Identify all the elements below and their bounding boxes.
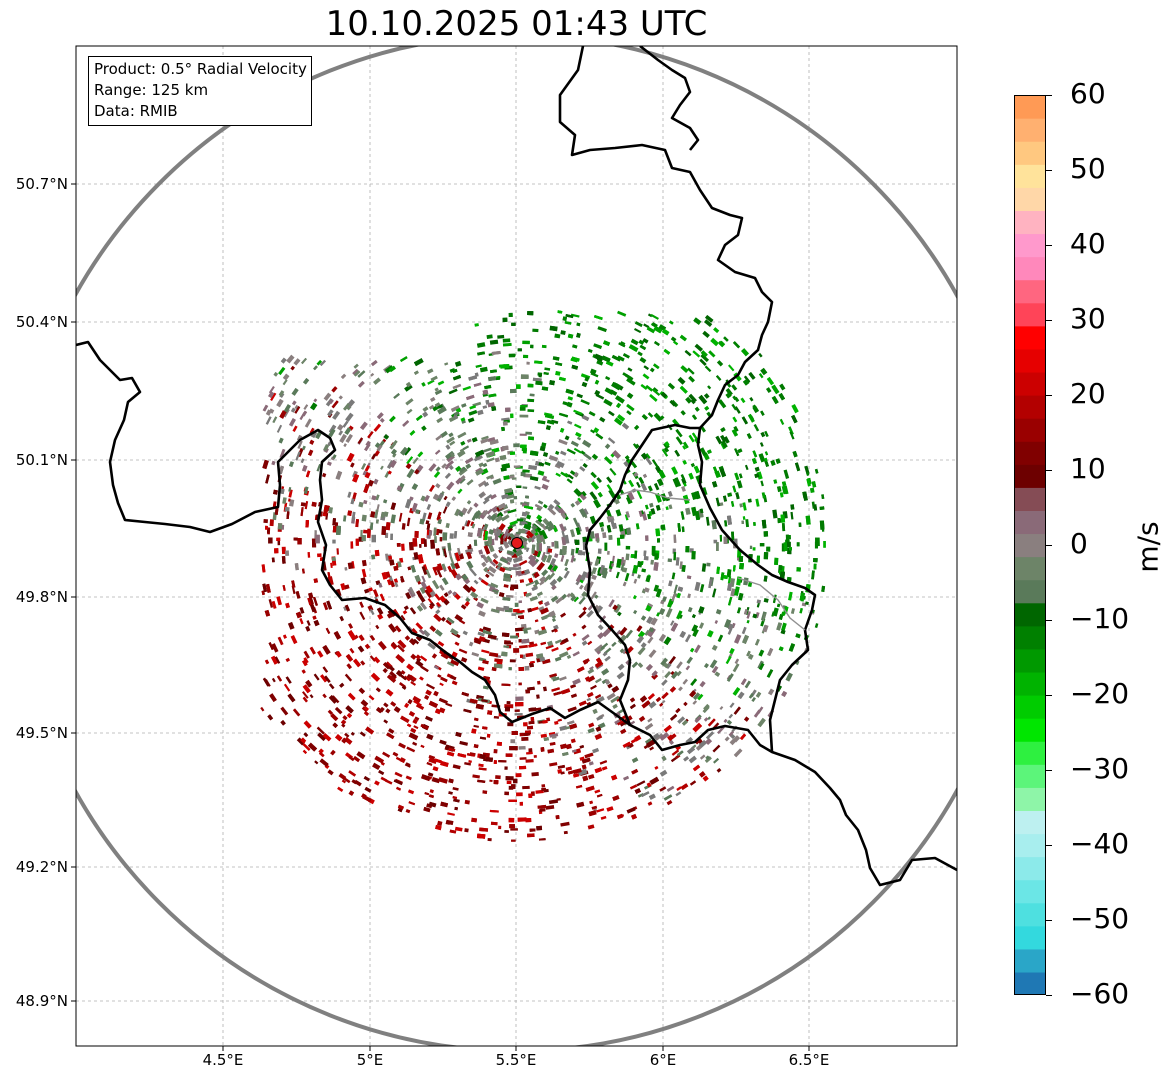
colorbar-segment [1014,441,1046,465]
colorbar-segment [1014,279,1046,304]
colorbar-segment [1014,510,1046,535]
colorbar-segment [1014,648,1046,673]
colorbar-segment [1014,948,1046,973]
country-borders [76,46,957,887]
lat-label: 50.4°N [15,313,68,331]
axis-ticks [71,183,810,1051]
colorbar-segment [1014,602,1046,627]
colorbar-tick-label: 10 [1070,452,1106,485]
colorbar-segment [1014,625,1046,650]
lat-label: 50.1°N [15,451,68,469]
lat-label: 50.7°N [15,175,68,193]
colorbar-tick-label: 50 [1070,152,1106,185]
colorbar [1014,95,1046,995]
colorbar-segment [1014,533,1046,558]
colorbar-segment [1014,164,1046,188]
colorbar-segment [1014,487,1046,511]
lat-label: 49.5°N [15,724,68,742]
product-info-box: Product: 0.5° Radial Velocity Range: 125… [88,56,312,126]
colorbar-segment [1014,925,1046,950]
lat-label: 49.8°N [15,588,68,606]
colorbar-segment [1014,233,1046,258]
lon-label: 6.5°E [788,1051,830,1069]
colorbar-tick-label: 0 [1070,527,1088,560]
colorbar-segment [1014,141,1046,165]
colorbar-segment [1014,556,1046,581]
colorbar-segment [1014,418,1046,442]
colorbar-segment [1014,464,1046,488]
colorbar-segment [1014,833,1046,858]
colorbar-segment [1014,764,1046,788]
colorbar-segment [1014,256,1046,281]
colorbar-segment [1014,902,1046,927]
colorbar-segment [1014,395,1046,419]
colorbar-segment [1014,325,1046,350]
colorbar-segment [1014,695,1046,719]
colorbar-segment [1014,879,1046,904]
radar-site-marker [511,537,523,549]
colorbar-tick-label: −10 [1070,602,1130,635]
lon-label: 4.5°E [202,1051,244,1069]
lon-label: 5.5°E [495,1051,537,1069]
colorbar-tick-label: −60 [1070,977,1130,1010]
colorbar-tick-label: −30 [1070,752,1130,785]
info-data-source: Data: RMIB [94,102,178,120]
colorbar-tick-label: 30 [1070,302,1106,335]
colorbar-segment [1014,971,1046,995]
lon-label: 6°E [649,1051,677,1069]
colorbar-tick-label: −20 [1070,677,1130,710]
colorbar-tick-label: 20 [1070,377,1106,410]
lat-label: 48.9°N [15,992,68,1010]
colorbar-unit-label: m/s [1131,521,1165,573]
lat-label: 49.2°N [15,858,68,876]
colorbar-segment [1014,810,1046,835]
colorbar-tick-label: 40 [1070,227,1106,260]
colorbar-segment [1014,718,1046,742]
lon-label: 5°E [356,1051,384,1069]
colorbar-segment [1014,741,1046,765]
river-line [619,489,691,501]
colorbar-segment [1014,579,1046,604]
colorbar-segment [1014,348,1046,373]
colorbar-segment [1014,671,1046,696]
colorbar-segment [1014,787,1046,811]
colorbar-segment [1014,371,1046,396]
info-range: Range: 125 km [94,81,209,99]
info-product: Product: 0.5° Radial Velocity [94,60,307,78]
colorbar-segment [1014,210,1046,235]
colorbar-segment [1014,95,1046,119]
colorbar-segment [1014,187,1046,211]
colorbar-tick-label: −50 [1070,902,1130,935]
river-line-2 [737,577,806,631]
colorbar-segment [1014,856,1046,881]
colorbar-tick-label: 60 [1070,77,1106,110]
velocity-echoes [260,310,826,842]
chart-title: 10.10.2025 01:43 UTC [325,4,708,44]
colorbar-segment [1014,118,1046,142]
colorbar-tick-label: −40 [1070,827,1130,860]
colorbar-segment [1014,302,1046,327]
